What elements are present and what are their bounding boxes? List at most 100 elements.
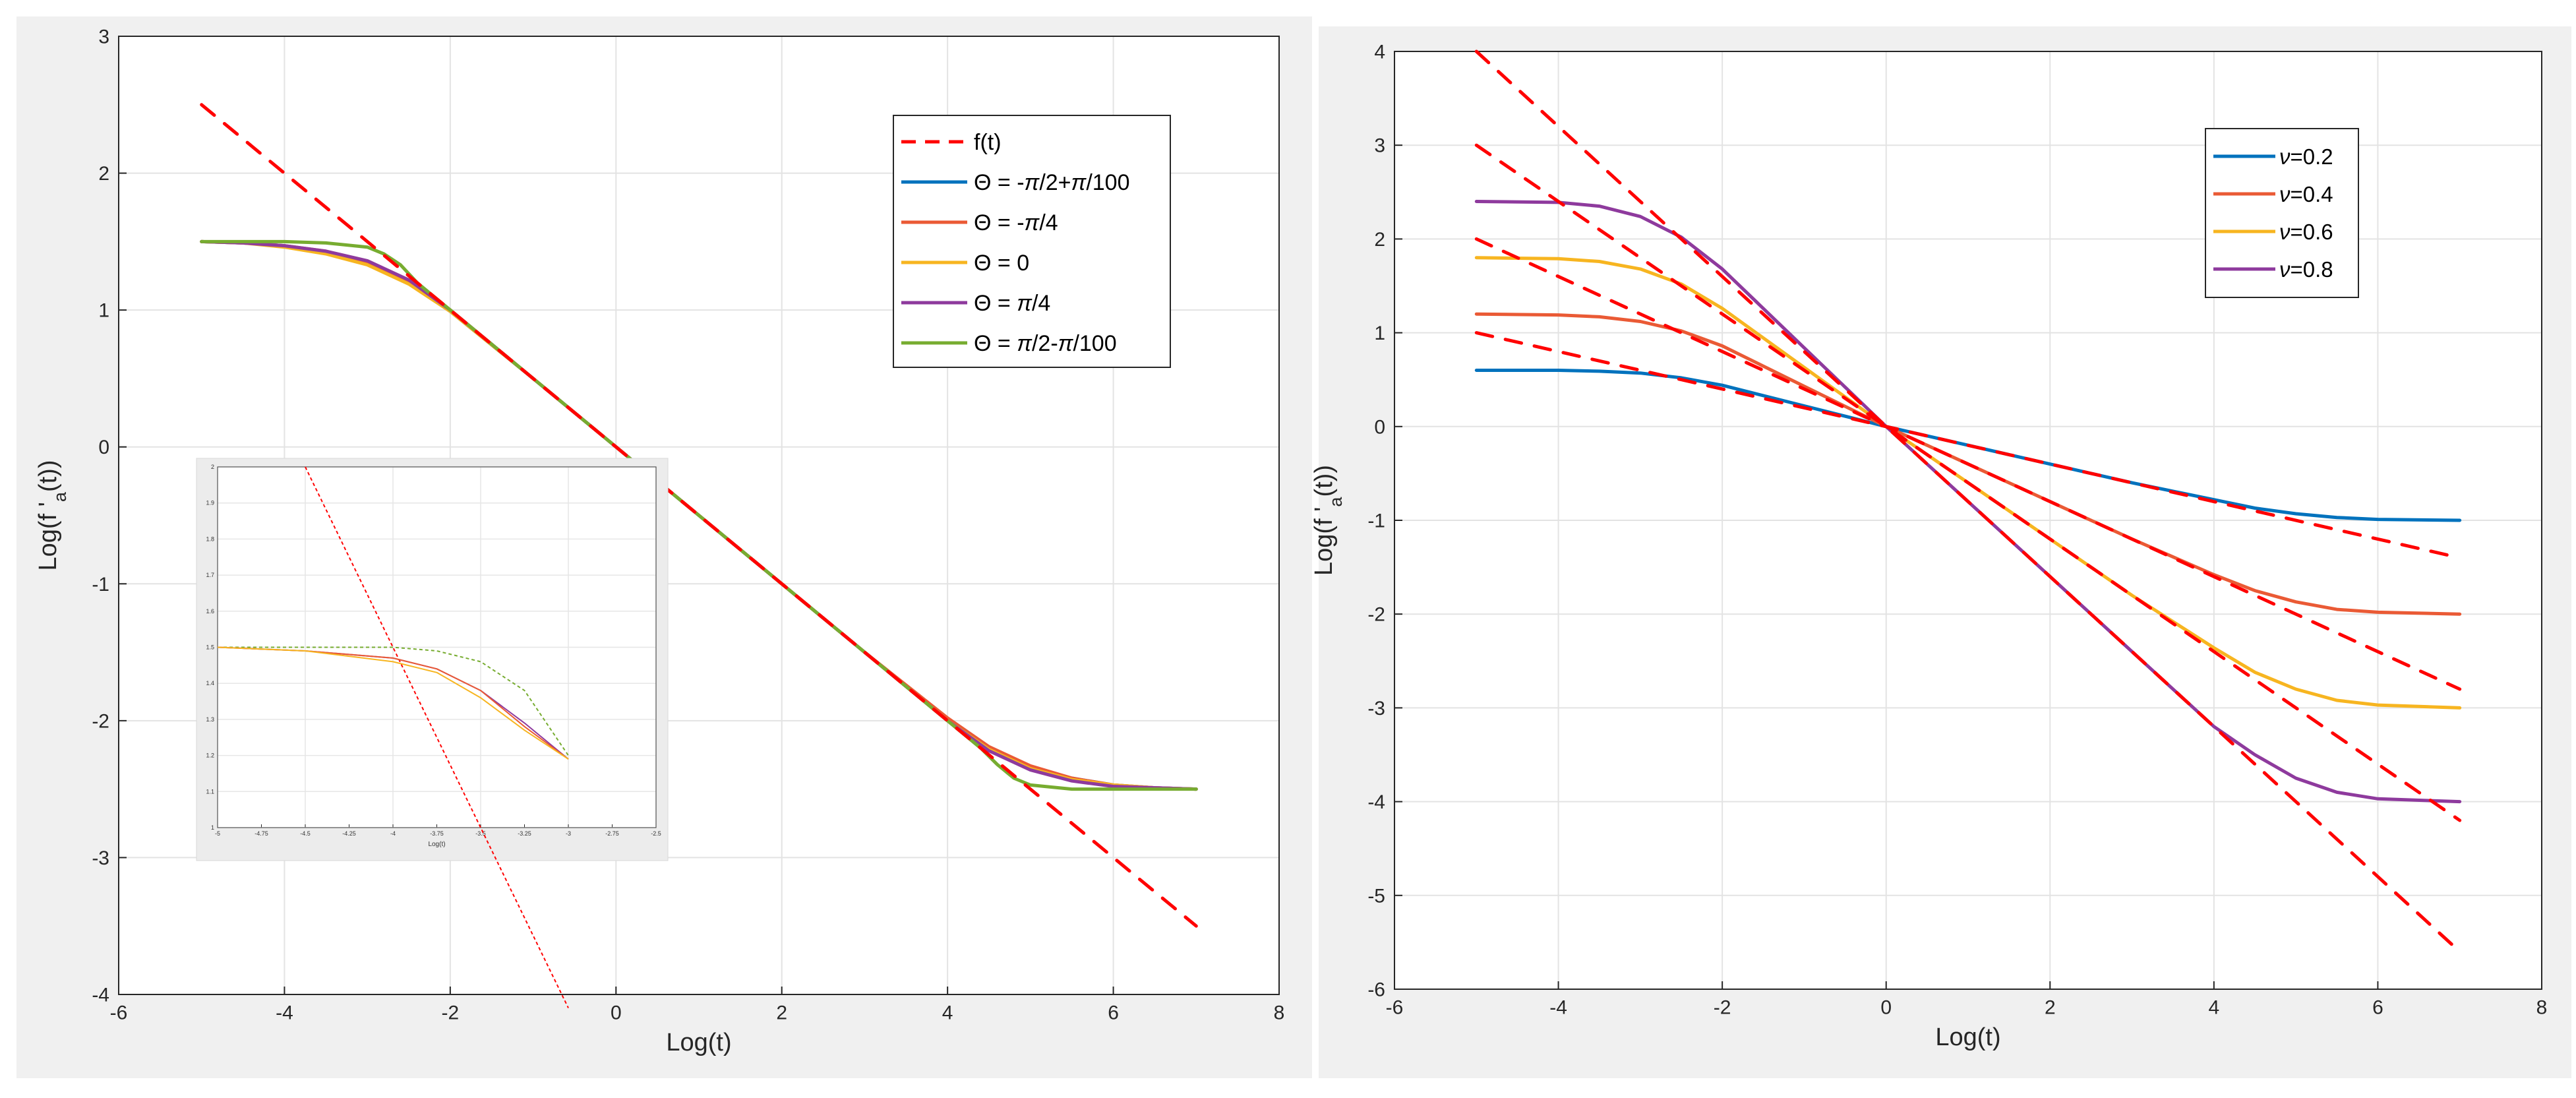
left-y-axis-label-tail: (t)) [34,460,62,493]
left-legend-label: Θ = π/4 [974,291,1050,316]
right-y-tick-label: 2 [1374,229,1385,251]
left-legend-label: Θ = -π/2+π/100 [974,170,1130,195]
right-x-axis-label: Log(t) [1935,1023,2000,1051]
inset-x-tick-label: -4.25 [342,830,356,837]
left-legend-label: f(t) [974,130,1002,155]
left-y-tick-label: -1 [92,574,109,595]
left-y-axis-label-subscript: a [50,491,70,502]
left-y-axis-label-main: Log(f ' [34,502,62,570]
right-f-dashed-line [1474,237,2462,691]
left-legend-symbol: π [1058,331,1074,356]
inset-y-tick-label: 1.9 [206,500,214,506]
left-legend-text: Θ = - [974,210,1025,235]
inset-y-tick-label: 2 [211,464,214,470]
left-x-tick-label: 8 [1274,1002,1285,1024]
right-legend-symbol: ν [2279,144,2291,169]
inset-x-tick-label: -3.75 [430,830,444,837]
left-x-tick-label: -4 [276,1002,293,1024]
right-y-tick-label: 1 [1374,322,1385,344]
left-y-tick-label: -4 [92,985,109,1006]
right-y-tick-label: 4 [1374,42,1385,63]
inset-x-tick-label: -3 [566,830,571,837]
inset-x-tick-label: -3.5 [475,830,486,837]
inset-x-tick-label: -5 [215,830,220,837]
inset-x-axis-label: Log(t) [428,841,445,848]
inset-x-tick-label: -4 [390,830,396,837]
left-x-tick-label: -2 [442,1002,460,1024]
right-f-dashed-line [1474,49,2462,954]
left-legend-symbol: π [1025,170,1040,195]
left-legend-text: /100 [1086,170,1129,195]
left-legend-text: Θ = - [974,170,1025,195]
inset-x-tick-label: -4.75 [255,830,268,837]
right-y-tick-label: 0 [1374,416,1385,438]
inset-y-tick-label: 1.5 [206,644,214,651]
left-f-dashed-line [200,103,1198,928]
inset-series-line [217,646,569,760]
right-chart: -6 -4 -2 0 2 4 6 8 -6 -5 -4 -3 -2 -1 0 1 2 3 4 Log(t) Log(f … [1310,42,2547,1052]
right-y-tick-label: -3 [1367,698,1385,719]
right-y-tick-label: -2 [1367,604,1385,626]
left-legend-box [893,115,1171,368]
left-x-tick-label: 6 [1108,1002,1119,1024]
right-legend-text: =0.4 [2291,182,2333,206]
right-legend-label: ν=0.8 [2279,257,2333,282]
inset-x-tick-label: -2.75 [605,830,619,837]
left-y-tick-label: -2 [92,710,109,732]
inset-y-tick-label: 1.1 [206,788,214,795]
left-legend-text: /4 [1039,210,1058,235]
right-x-tick-label: -4 [1549,997,1567,1019]
right-legend-label: ν=0.2 [2279,144,2333,169]
right-x-tick-label: 0 [1880,997,1892,1019]
right-legend-label: ν=0.6 [2279,220,2333,244]
left-y-tick-label: -3 [92,847,109,869]
left-legend-symbol: π [1071,170,1087,195]
right-y-axis-label-tail: (t)) [1310,465,1338,497]
right-x-tick-label: -6 [1386,997,1404,1019]
inset-x-tick-label: -4.5 [300,830,311,837]
right-y-tick-label: -4 [1367,791,1385,813]
right-y-axis-label-main: Log(f ' [1310,507,1338,576]
right-legend-label: ν=0.4 [2279,182,2333,206]
right-legend-symbol: ν [2279,182,2291,206]
inset-y-tick-label: 1.6 [206,608,214,615]
left-series-line [200,239,1198,791]
left-y-tick-label: 1 [98,300,109,322]
left-y-tick-label: 2 [98,163,109,185]
right-x-tick-label: 8 [2536,997,2548,1019]
left-x-tick-label: 2 [776,1002,787,1024]
left-y-axis-label: Log(f 'a(t)) [34,460,70,571]
right-x-tick-label: 2 [2045,997,2056,1019]
left-legend-text: /2+ [1039,170,1071,195]
inset-y-tick-label: 1.2 [206,752,214,759]
left-x-tick-label: 4 [942,1002,953,1024]
right-y-tick-label: 3 [1374,135,1385,157]
left-x-tick-label: -6 [110,1002,128,1024]
inset-x-tick-label: -2.5 [651,830,661,837]
right-y-tick-label: -6 [1367,979,1385,1001]
left-legend-text: Θ = 0 [974,251,1029,276]
left-axes-frame [118,36,1280,995]
left-legend-text: Θ = [974,331,1017,356]
left-legend-text: /2- [1032,331,1058,356]
left-x-axis-label: Log(t) [666,1029,731,1056]
inset-y-tick-label: 1.8 [206,535,214,542]
right-legend-text: =0.6 [2291,220,2333,244]
right-y-axis-label: Log(f 'a(t)) [1310,465,1346,576]
right-y-axis-label-subscript: a [1326,497,1346,507]
left-y-tick-label: 3 [98,26,109,48]
inset-y-tick-label: 1.3 [206,716,214,723]
inset-series-line [218,646,569,756]
right-legend-symbol: ν [2279,220,2291,244]
inset-x-tick-label: -3.25 [518,830,531,837]
inset-y-tick-label: 1.7 [206,572,214,578]
inset-series-line [305,466,569,1008]
right-f-dashed-line [1474,331,2462,560]
left-legend-symbol: π [1025,210,1040,235]
right-x-tick-label: -2 [1714,997,1731,1019]
left-legend-text: /100 [1073,331,1116,356]
left-x-tick-label: 0 [611,1002,622,1024]
